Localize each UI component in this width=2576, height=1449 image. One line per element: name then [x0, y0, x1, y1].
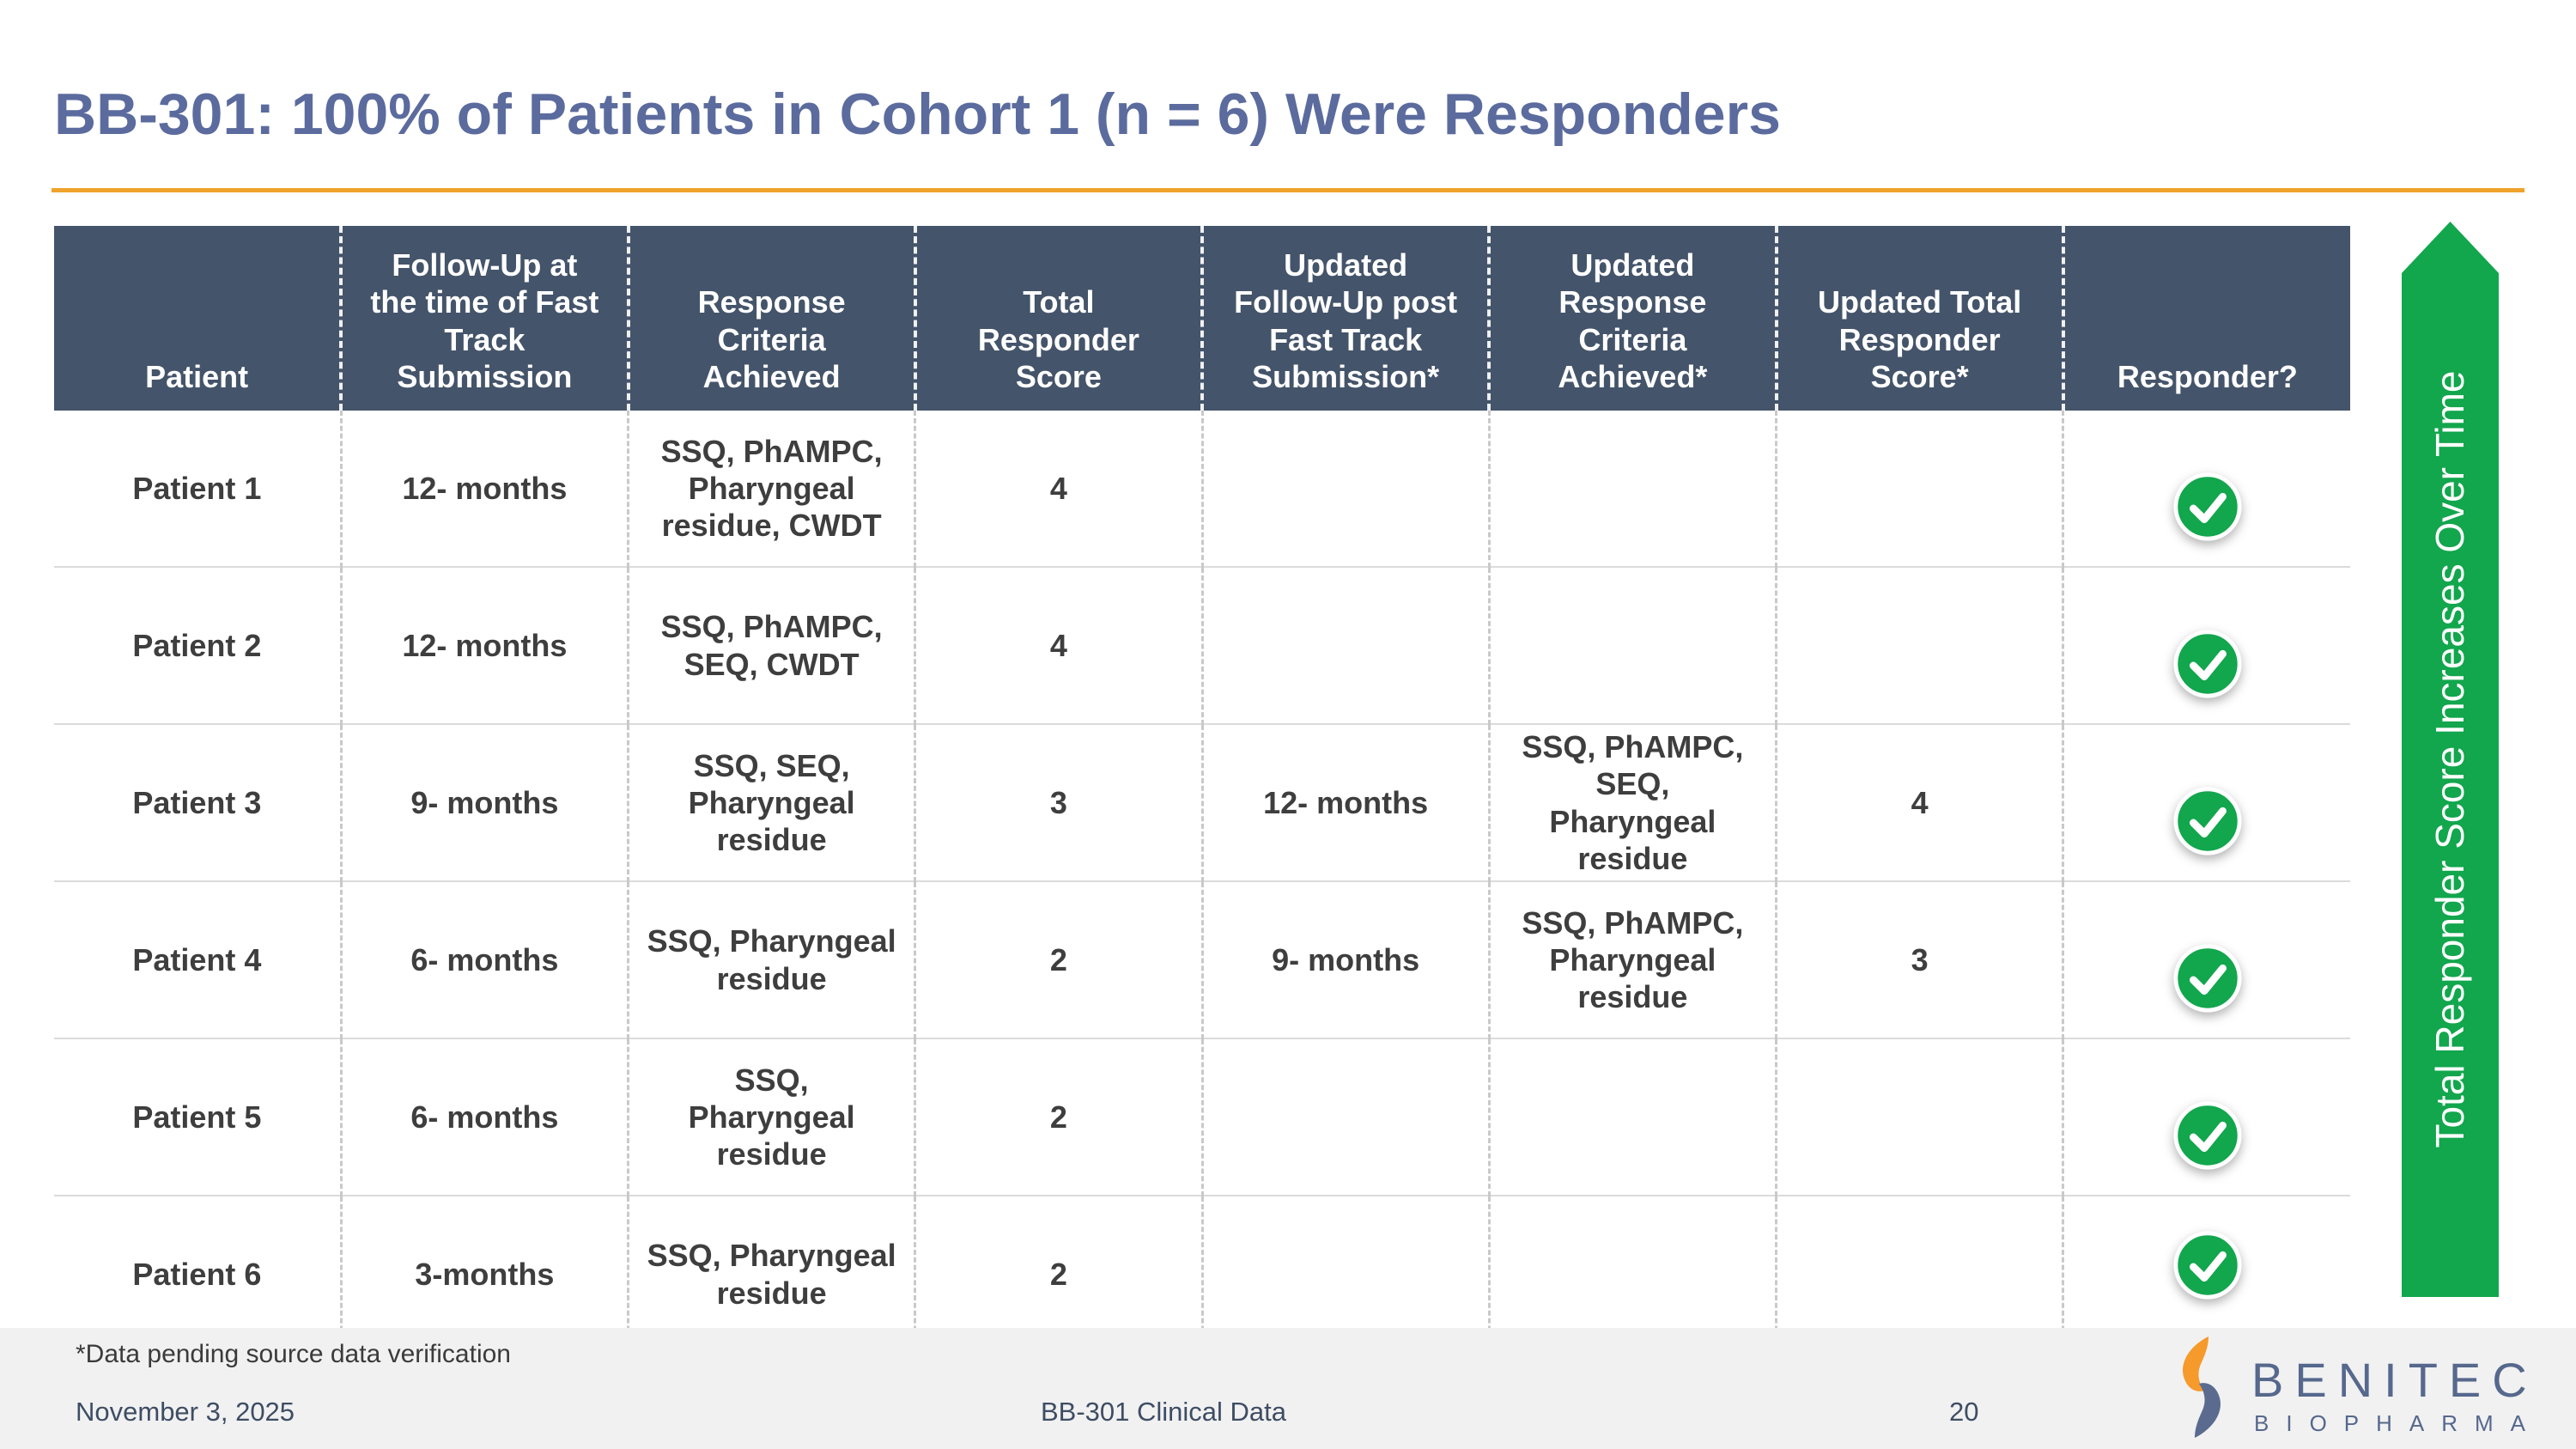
cell-responder	[2062, 1195, 2350, 1354]
cell-updated-score: 4	[1774, 723, 2063, 881]
cell-updated-followup: 9- months	[1200, 880, 1490, 1038]
cell-responder	[2062, 566, 2350, 724]
footnote: *Data pending source data verification	[76, 1340, 511, 1368]
cell-updated-score	[1774, 1195, 2063, 1354]
header-cell-updated-criteria: Updated Response Criteria Achieved*	[1487, 226, 1777, 411]
score-increase-arrow: Total Responder Score Increases Over Tim…	[2402, 222, 2499, 1297]
up-arrow-icon	[2402, 222, 2499, 1297]
page-title: BB-301: 100% of Patients in Cohort 1 (n …	[54, 82, 1781, 147]
cell-score: 2	[914, 1038, 1202, 1196]
title-underline	[52, 188, 2524, 192]
footer-center-label: BB-301 Clinical Data	[1040, 1397, 1287, 1427]
header-cell-criteria: Response Criteria Achieved	[626, 226, 915, 411]
header-cell-responder: Responder?	[2061, 226, 2350, 411]
cell-score: 4	[914, 566, 1202, 724]
cell-updated-followup	[1200, 566, 1490, 724]
cell-updated-criteria	[1487, 1195, 1777, 1354]
header-cell-followup: Follow-Up at the time of Fast Track Subm…	[339, 226, 629, 411]
cell-criteria: SSQ, PhAMPC, SEQ, CWDT	[626, 566, 915, 724]
cell-criteria: SSQ, Pharyngeal residue	[626, 1195, 915, 1354]
cell-followup: 9- months	[339, 723, 629, 881]
logo-wordmark: BENITEC	[2251, 1353, 2538, 1407]
cell-patient: Patient 5	[54, 1038, 342, 1196]
cell-criteria: SSQ, Pharyngeal residue	[626, 1038, 915, 1196]
cell-followup: 6- months	[339, 1038, 629, 1196]
cell-criteria: SSQ, SEQ, Pharyngeal residue	[626, 723, 915, 881]
benitec-logo: BENITEC BIOPHARMA	[2162, 1333, 2540, 1445]
cell-criteria: SSQ, Pharyngeal residue	[626, 880, 915, 1038]
cell-followup: 3-months	[339, 1195, 629, 1354]
cell-responder	[2062, 723, 2350, 881]
cell-followup: 12- months	[339, 411, 629, 567]
table-row: Patient 1 12- months SSQ, PhAMPC, Pharyn…	[54, 411, 2350, 567]
table-row: Patient 3 9- months SSQ, SEQ, Pharyngeal…	[54, 723, 2350, 881]
footer-date: November 3, 2025	[76, 1397, 295, 1427]
header-cell-updated-followup: Updated Follow-Up post Fast Track Submis…	[1200, 226, 1490, 411]
cell-updated-followup	[1200, 1038, 1490, 1196]
table-row: Patient 2 12- months SSQ, PhAMPC, SEQ, C…	[54, 566, 2350, 724]
arrow-label: Total Responder Score Increases Over Tim…	[2427, 370, 2472, 1148]
cell-patient: Patient 6	[54, 1195, 342, 1354]
responder-check-icon	[2173, 944, 2242, 1013]
cell-updated-followup: 12- months	[1200, 723, 1490, 881]
cell-updated-followup	[1200, 411, 1490, 567]
logo-subtext: BIOPHARMA	[2254, 1410, 2543, 1436]
cell-patient: Patient 4	[54, 880, 342, 1038]
cell-score: 2	[914, 880, 1202, 1038]
cell-patient: Patient 1	[54, 411, 342, 567]
responder-check-icon	[2173, 630, 2242, 698]
responder-check-icon	[2173, 472, 2242, 541]
footer: *Data pending source data verification N…	[0, 1328, 2576, 1449]
table-row: Patient 6 3-months SSQ, Pharyngeal resid…	[54, 1195, 2350, 1354]
table-row: Patient 5 6- months SSQ, Pharyngeal resi…	[54, 1038, 2350, 1196]
cell-score: 3	[914, 723, 1202, 881]
cell-updated-score	[1774, 411, 2063, 567]
responder-check-icon	[2173, 1231, 2242, 1300]
patients-table: Patient Follow-Up at the time of Fast Tr…	[54, 226, 2350, 1354]
header-cell-score: Total Responder Score	[913, 226, 1202, 411]
cell-updated-criteria	[1487, 411, 1777, 567]
cell-updated-criteria	[1487, 566, 1777, 724]
table-header-row: Patient Follow-Up at the time of Fast Tr…	[54, 226, 2350, 411]
logo-flame-icon	[2183, 1336, 2221, 1438]
cell-criteria: SSQ, PhAMPC, Pharyngeal residue, CWDT	[626, 411, 915, 567]
cell-responder	[2062, 880, 2350, 1038]
header-cell-updated-score: Updated Total Responder Score*	[1774, 226, 2063, 411]
cell-followup: 12- months	[339, 566, 629, 724]
cell-updated-score: 3	[1774, 880, 2063, 1038]
cell-updated-criteria: SSQ, PhAMPC, Pharyngeal residue	[1487, 880, 1777, 1038]
cell-updated-criteria: SSQ, PhAMPC, SEQ, Pharyngeal residue	[1487, 723, 1777, 881]
cell-responder	[2062, 1038, 2350, 1196]
cell-patient: Patient 2	[54, 566, 342, 724]
cell-score: 4	[914, 411, 1202, 567]
header-cell-patient: Patient	[54, 226, 342, 411]
responder-check-icon	[2173, 1101, 2242, 1170]
cell-updated-score	[1774, 1038, 2063, 1196]
page-number: 20	[1949, 1397, 1979, 1427]
cell-responder	[2062, 411, 2350, 567]
cell-updated-followup	[1200, 1195, 1490, 1354]
cell-followup: 6- months	[339, 880, 629, 1038]
cell-updated-criteria	[1487, 1038, 1777, 1196]
table-row: Patient 4 6- months SSQ, Pharyngeal resi…	[54, 880, 2350, 1038]
cell-patient: Patient 3	[54, 723, 342, 881]
cell-updated-score	[1774, 566, 2063, 724]
responder-check-icon	[2173, 787, 2242, 855]
